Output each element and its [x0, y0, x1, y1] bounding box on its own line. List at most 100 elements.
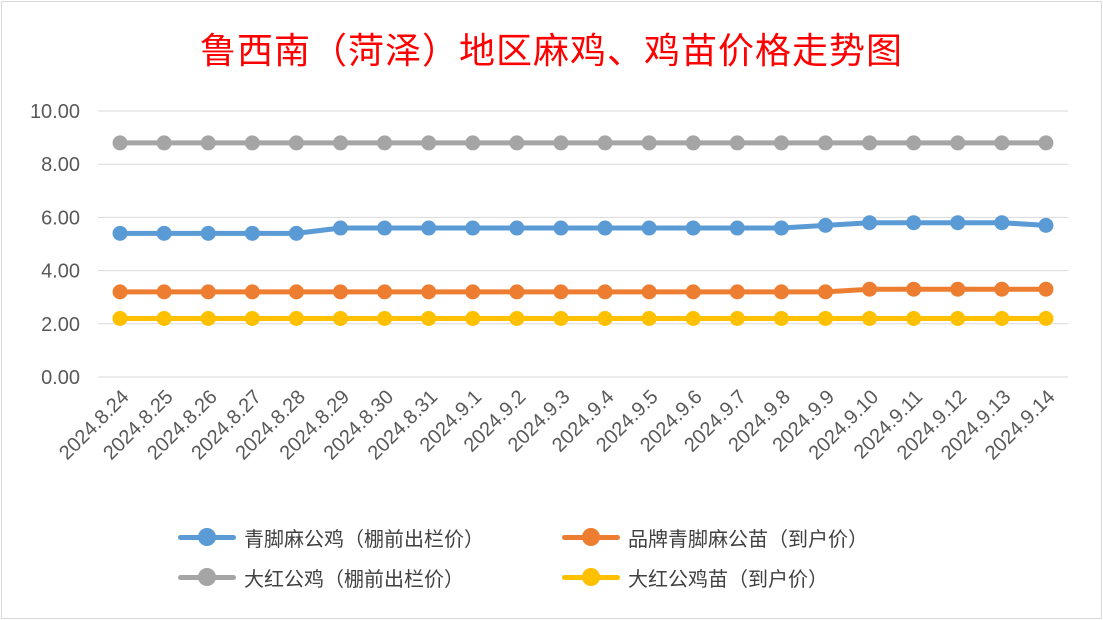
data-point-series-2 — [818, 135, 833, 151]
data-point-series-0 — [377, 220, 393, 236]
data-point-series-0 — [244, 225, 260, 241]
y-tick-label: 2.00 — [41, 314, 80, 336]
data-point-series-0 — [288, 225, 304, 241]
data-point-series-1 — [597, 284, 613, 300]
data-point-series-3 — [773, 310, 789, 326]
data-point-series-0 — [641, 220, 657, 236]
data-point-series-1 — [200, 284, 216, 300]
data-point-series-3 — [994, 310, 1010, 326]
data-point-series-1 — [685, 284, 701, 300]
legend-label: 大红公鸡（棚前出栏价） — [244, 566, 464, 591]
data-point-series-2 — [906, 135, 922, 151]
data-point-series-2 — [553, 135, 569, 151]
data-point-series-1 — [156, 284, 172, 300]
data-point-series-2 — [1038, 135, 1054, 151]
data-point-series-2 — [994, 135, 1010, 151]
data-point-series-2 — [641, 135, 657, 151]
data-point-series-2 — [685, 135, 701, 151]
data-point-series-1 — [465, 284, 481, 300]
data-point-series-0 — [333, 220, 348, 236]
data-point-series-0 — [509, 220, 525, 236]
data-point-series-3 — [1038, 310, 1054, 326]
legend-label: 大红公鸡苗（到户价） — [628, 566, 828, 591]
data-point-series-3 — [509, 310, 525, 326]
data-point-series-1 — [288, 284, 304, 300]
legend-item-series-2: 大红公鸡（棚前出栏价） — [178, 559, 464, 595]
data-point-series-1 — [553, 284, 569, 300]
data-point-series-1 — [112, 284, 128, 300]
data-point-series-2 — [509, 135, 525, 151]
data-point-series-0 — [200, 225, 216, 241]
data-point-series-0 — [994, 215, 1010, 231]
data-point-series-3 — [421, 310, 437, 326]
data-point-series-2 — [200, 135, 216, 151]
data-point-series-1 — [906, 281, 922, 297]
series-line-1 — [117, 286, 1049, 295]
data-point-series-0 — [553, 220, 569, 236]
data-point-series-2 — [950, 135, 966, 151]
legend-item-series-0: 青脚麻公鸡（棚前出栏价） — [178, 519, 484, 555]
data-point-series-3 — [244, 310, 260, 326]
legend-item-series-1: 品牌青脚麻公苗（到户价） — [562, 519, 868, 555]
data-point-series-3 — [333, 310, 348, 326]
data-point-series-2 — [597, 135, 613, 151]
data-point-series-3 — [465, 310, 481, 326]
data-point-series-0 — [156, 225, 172, 241]
legend-label: 青脚麻公鸡（棚前出栏价） — [244, 526, 484, 551]
data-point-series-2 — [773, 135, 789, 151]
data-point-series-2 — [465, 135, 481, 151]
data-point-series-0 — [773, 220, 789, 236]
data-point-series-1 — [862, 281, 878, 297]
legend-line-icon — [562, 567, 620, 586]
data-point-series-1 — [333, 284, 348, 300]
data-point-series-1 — [377, 284, 393, 300]
data-point-series-2 — [333, 135, 348, 151]
data-point-series-2 — [862, 135, 878, 151]
data-point-series-3 — [200, 310, 216, 326]
data-point-series-1 — [641, 284, 657, 300]
data-point-series-1 — [509, 284, 525, 300]
data-point-series-0 — [1038, 217, 1054, 233]
data-point-series-2 — [156, 135, 172, 151]
data-point-series-0 — [112, 225, 128, 241]
legend-item-series-3: 大红公鸡苗（到户价） — [562, 559, 828, 595]
data-point-series-1 — [773, 284, 789, 300]
legend-line-icon — [178, 567, 236, 586]
data-point-series-0 — [818, 217, 833, 233]
data-point-series-3 — [288, 310, 304, 326]
series-line-0 — [117, 220, 1049, 236]
data-point-series-3 — [112, 310, 128, 326]
data-point-series-1 — [994, 281, 1010, 297]
y-tick-label: 0.00 — [41, 367, 80, 389]
data-point-series-3 — [553, 310, 569, 326]
data-point-series-3 — [597, 310, 613, 326]
y-tick-label: 4.00 — [41, 261, 80, 283]
data-point-series-0 — [950, 215, 966, 231]
data-point-series-3 — [729, 310, 745, 326]
data-point-series-3 — [906, 310, 922, 326]
data-point-series-3 — [685, 310, 701, 326]
data-point-series-1 — [1038, 281, 1054, 297]
y-tick-label: 10.00 — [30, 101, 80, 123]
data-point-series-0 — [862, 215, 878, 231]
y-tick-label: 6.00 — [41, 207, 80, 229]
data-point-series-1 — [818, 284, 833, 300]
data-point-series-2 — [112, 135, 128, 151]
data-point-series-0 — [597, 220, 613, 236]
data-point-series-0 — [729, 220, 745, 236]
data-point-series-1 — [950, 281, 966, 297]
data-point-series-2 — [729, 135, 745, 151]
data-point-series-1 — [244, 284, 260, 300]
data-point-series-1 — [421, 284, 437, 300]
chart-title: 鲁西南（菏泽）地区麻鸡、鸡苗价格走势图 — [199, 31, 903, 72]
data-point-series-2 — [377, 135, 393, 151]
data-point-series-3 — [862, 310, 878, 326]
data-point-series-2 — [288, 135, 304, 151]
data-point-series-3 — [641, 310, 657, 326]
data-point-series-2 — [244, 135, 260, 151]
legend-line-icon — [178, 527, 236, 546]
legend-label: 品牌青脚麻公苗（到户价） — [628, 526, 868, 551]
data-point-series-3 — [377, 310, 393, 326]
